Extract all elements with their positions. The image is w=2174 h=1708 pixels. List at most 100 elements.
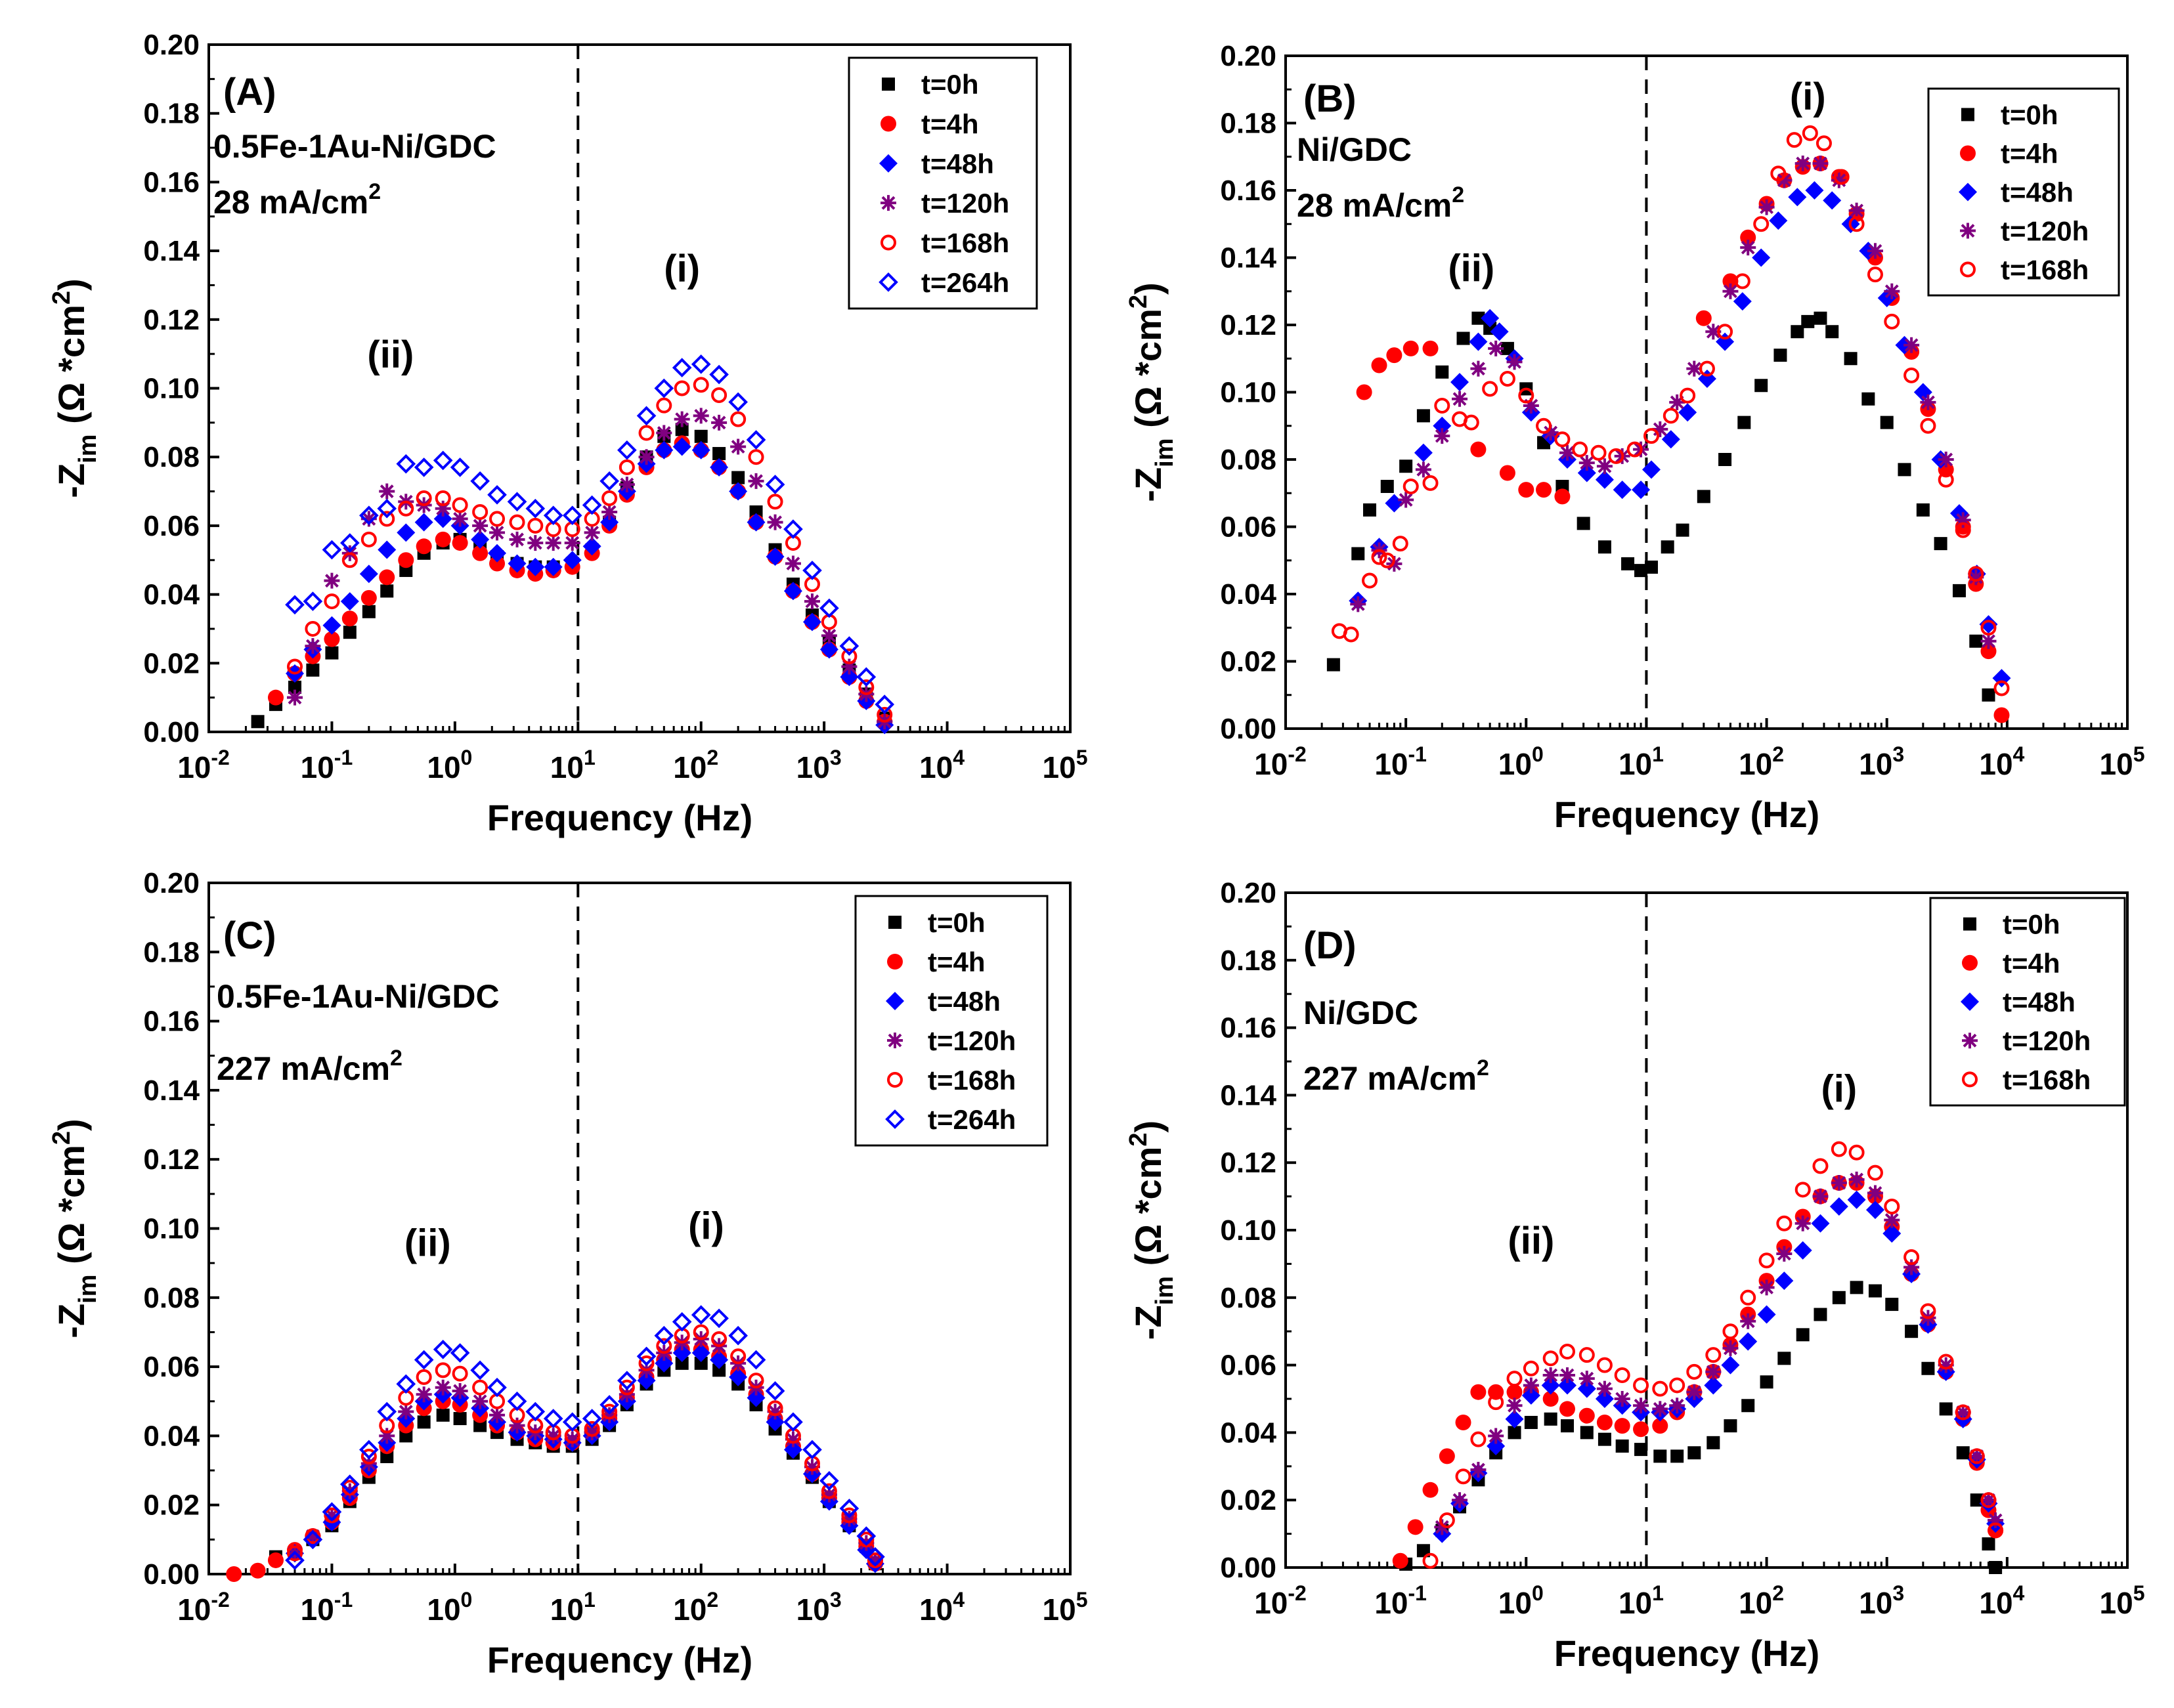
x-tick-exponent: 4 (953, 746, 965, 769)
data-point (1920, 417, 1936, 434)
data-point (1343, 626, 1359, 643)
data-point (1572, 441, 1588, 458)
data-point (472, 1393, 489, 1409)
y-tick-label: 0.10 (1220, 1214, 1276, 1247)
data-point (693, 408, 709, 424)
data-point (435, 531, 451, 547)
x-axis-label: Frequency (Hz) (487, 797, 753, 838)
data-point (1699, 360, 1715, 377)
data-point (748, 1373, 764, 1389)
data-point (1982, 688, 1995, 702)
legend: t=0h t=4h t=48h t=120h t=168h t=264h (848, 56, 1038, 310)
data-point (433, 450, 453, 471)
data-point (1670, 1449, 1684, 1463)
data-point (489, 555, 506, 572)
data-point (324, 1507, 340, 1524)
data-point (1633, 1398, 1649, 1414)
legend-marker (1962, 1033, 1978, 1049)
legend-label: t=48h (2001, 177, 2074, 208)
y-axis-label-part: ) (1127, 1121, 1169, 1133)
x-tick-label: 105 (2100, 1581, 2145, 1620)
data-point (656, 397, 672, 414)
y-axis-label-part: (Ω *cm (1127, 309, 1169, 438)
x-tick-label: 100 (427, 746, 472, 784)
sample-annotation: 0.5Fe-1Au-Ni/GDC (213, 128, 496, 165)
data-point (1993, 707, 2010, 723)
data-point (709, 1308, 729, 1329)
data-point (306, 663, 320, 677)
x-tick-exponent: -2 (211, 1588, 229, 1612)
y-axis-label: -Zim (Ω *cm2) (1125, 282, 1179, 502)
x-tick-exponent: 5 (1076, 746, 1088, 769)
data-point (599, 1395, 619, 1415)
data-point (638, 1355, 655, 1371)
data-point (730, 411, 747, 427)
legend-label: t=168h (921, 228, 1009, 259)
y-tick-label: 0.04 (143, 579, 200, 611)
data-point (1737, 416, 1751, 429)
data-point (656, 1338, 672, 1354)
legend-label: t=48h (2003, 987, 2076, 1017)
data-point (1968, 1448, 1985, 1464)
data-point (1903, 1249, 1920, 1266)
data-point (674, 380, 690, 396)
x-tick-exponent: 1 (1652, 742, 1664, 766)
y-tick-label: 0.02 (143, 647, 200, 679)
data-point (527, 517, 544, 534)
data-point (1633, 1421, 1649, 1438)
legend-marker (1961, 108, 1974, 121)
peak-label: (ii) (1508, 1220, 1554, 1262)
data-point (472, 1379, 489, 1396)
data-point (487, 484, 507, 505)
data-point (1350, 596, 1366, 612)
data-point (250, 1562, 266, 1579)
legend-label: t=168h (928, 1065, 1016, 1096)
data-point (1814, 311, 1827, 325)
y-tick-label: 0.18 (1220, 945, 1276, 977)
data-point (1500, 341, 1514, 355)
data-point (1536, 482, 1552, 498)
data-point (1980, 643, 1997, 660)
series-t=168h (1331, 125, 2010, 696)
data-point (545, 1428, 561, 1444)
data-point (1969, 634, 1983, 648)
data-point (1979, 615, 1998, 634)
data-point (712, 1363, 726, 1377)
legend-marker (887, 954, 903, 970)
y-axis-label-part: 2 (1125, 1132, 1152, 1146)
data-point (1812, 156, 1829, 171)
x-tick-label: 102 (673, 746, 718, 784)
legend-marker (1959, 182, 1977, 202)
data-point (396, 1374, 416, 1394)
x-tick-label: 101 (550, 1588, 596, 1627)
data-point (1776, 172, 1793, 188)
data-point (305, 1528, 321, 1545)
series-t=4h (226, 1341, 883, 1582)
data-point (1861, 392, 1875, 406)
data-point (324, 631, 340, 647)
data-point (1580, 1426, 1594, 1440)
data-point (1718, 453, 1732, 466)
data-point (1920, 1303, 1936, 1319)
data-point (1686, 1384, 1703, 1400)
data-point (582, 495, 602, 515)
legend-marker (1962, 954, 1978, 971)
data-point (379, 483, 395, 500)
y-tick-label: 0.18 (143, 98, 200, 130)
data-point (821, 628, 837, 644)
y-tick-label: 0.16 (143, 1006, 200, 1038)
data-point (654, 378, 674, 398)
data-point (1415, 461, 1431, 478)
y-axis-label-part: ) (51, 278, 92, 291)
y-tick-label: 0.12 (143, 304, 200, 336)
data-point (360, 511, 377, 527)
data-point (601, 1407, 618, 1423)
data-point (1825, 325, 1839, 339)
x-tick-label: 10-2 (1254, 742, 1307, 781)
panel-A: 0.00 0.02 0.04 0.06 0.08 0.10 0.12 0.14 0.16 0.18… (48, 29, 1087, 838)
data-point (1506, 354, 1523, 370)
data-point (1653, 1449, 1667, 1463)
data-point (1831, 172, 1847, 188)
data-point (340, 592, 359, 611)
data-point (1802, 125, 1818, 141)
